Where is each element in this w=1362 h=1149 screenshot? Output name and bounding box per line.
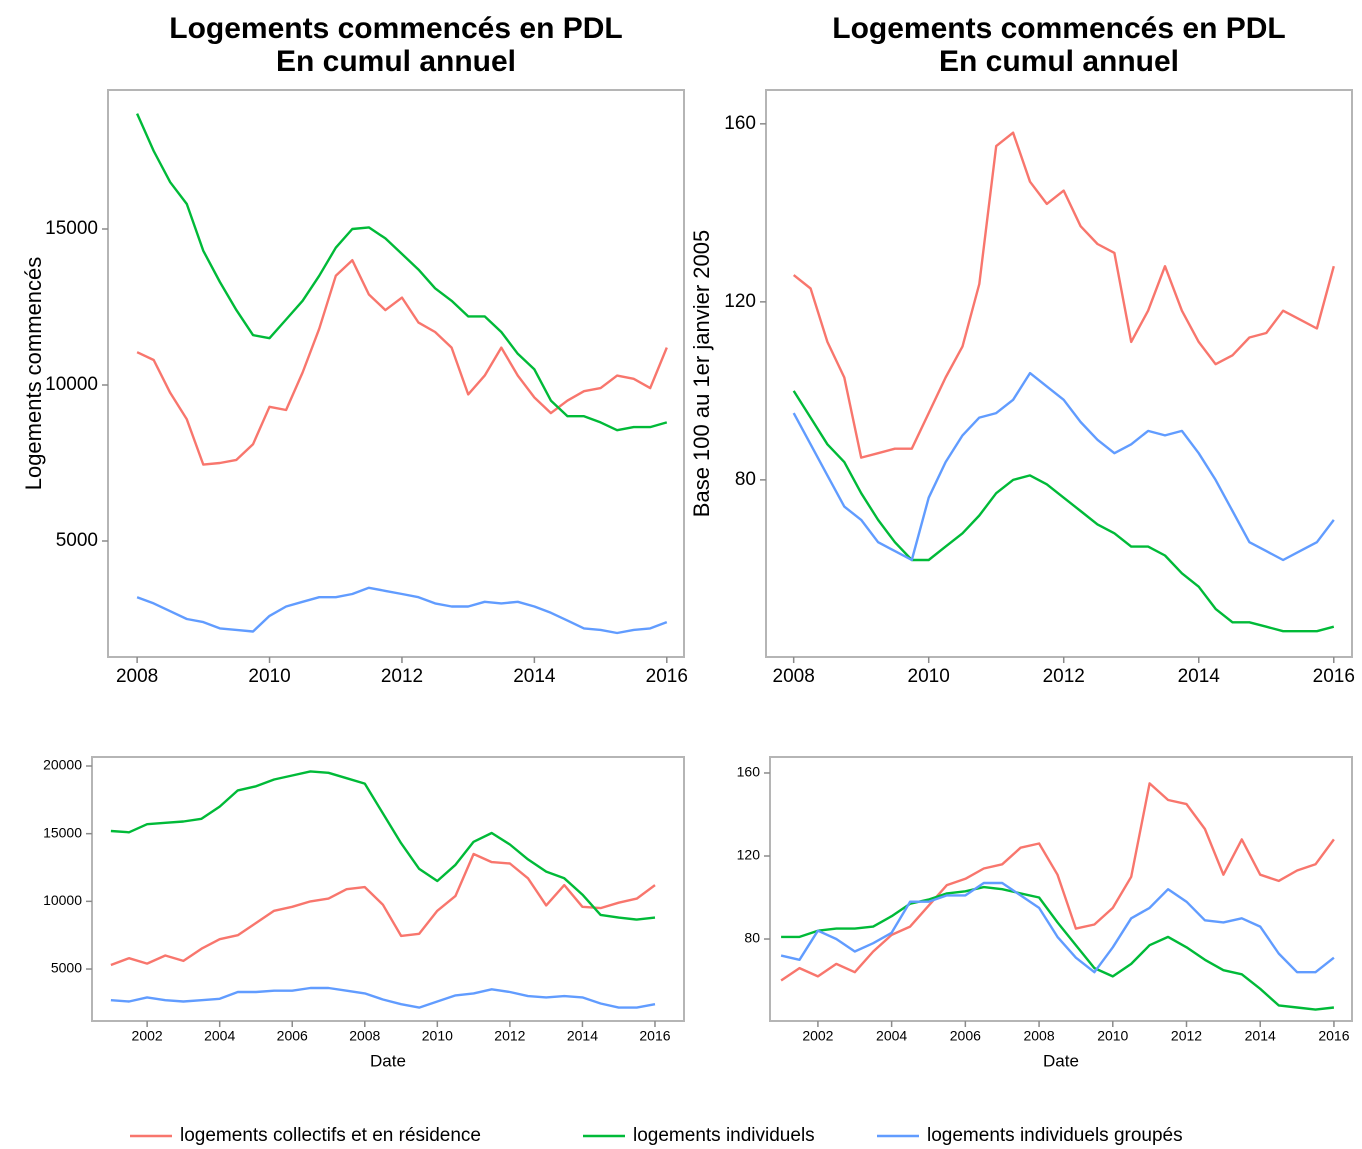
x-tick-label: 2006 [950, 1028, 981, 1044]
series-line [792, 371, 1335, 562]
x-tick-label: 2006 [277, 1028, 308, 1044]
panel-border [91, 756, 685, 1022]
series-line [792, 131, 1335, 459]
chart-title: En cumul annuel [939, 45, 1179, 78]
y-tick-label: 80 [735, 469, 756, 490]
legend-label: logements individuels groupés [927, 1125, 1183, 1146]
y-axis-label: Base 100 au 1er janvier 2005 [689, 230, 714, 517]
y-tick-label: 120 [724, 291, 756, 312]
y-tick-label: 5000 [56, 530, 98, 551]
y-tick-label: 20000 [43, 757, 82, 773]
series-line [110, 852, 656, 967]
x-tick-label: 2014 [567, 1028, 598, 1044]
x-tick-label: 2014 [1178, 666, 1221, 687]
panel-border [765, 89, 1353, 658]
series-line [136, 113, 668, 432]
x-tick-label: 2010 [248, 666, 290, 687]
series-line [136, 259, 668, 466]
x-tick-label: 2016 [1318, 1028, 1349, 1044]
x-tick-label: 2012 [494, 1028, 525, 1044]
y-axis-label: Logements commencés [21, 257, 46, 491]
y-tick-label: 160 [737, 764, 761, 780]
x-tick-label: 2014 [513, 666, 556, 687]
panel-border [107, 89, 685, 658]
x-tick-label: 2002 [802, 1028, 833, 1044]
x-tick-label: 2014 [1245, 1028, 1276, 1044]
series-line [136, 586, 668, 635]
x-tick-label: 2008 [349, 1028, 380, 1044]
chart-title: Logements commencés en PDL [832, 12, 1285, 45]
x-tick-label: 2008 [116, 666, 158, 687]
x-tick-label: 2008 [1023, 1028, 1054, 1044]
series-line [110, 770, 656, 921]
x-tick-label: 2004 [876, 1028, 907, 1044]
x-axis-label: Date [1043, 1051, 1079, 1070]
series-line [110, 986, 656, 1009]
chart-title: Logements commencés en PDL [169, 12, 622, 45]
x-tick-label: 2010 [422, 1028, 453, 1044]
x-tick-label: 2010 [908, 666, 950, 687]
x-tick-label: 2002 [132, 1028, 163, 1044]
series-line [780, 881, 1335, 974]
y-tick-label: 80 [744, 930, 760, 946]
legend-label: logements collectifs et en résidence [180, 1125, 481, 1146]
x-tick-label: 2012 [1171, 1028, 1202, 1044]
y-tick-label: 5000 [51, 960, 82, 976]
legend-label: logements individuels [633, 1125, 815, 1146]
x-tick-label: 2004 [204, 1028, 235, 1044]
x-axis-label: Date [370, 1051, 406, 1070]
x-tick-label: 2012 [381, 666, 423, 687]
panel-border [769, 756, 1353, 1022]
y-tick-label: 15000 [43, 824, 82, 840]
x-tick-label: 2016 [1313, 666, 1355, 687]
x-tick-label: 2010 [1097, 1028, 1128, 1044]
y-tick-label: 160 [724, 113, 756, 134]
y-tick-label: 10000 [45, 374, 98, 395]
y-tick-label: 15000 [45, 218, 98, 239]
series-line [781, 885, 1335, 1011]
x-tick-label: 2016 [646, 666, 688, 687]
series-line [792, 390, 1335, 633]
x-tick-label: 2016 [639, 1028, 670, 1044]
chart-title: En cumul annuel [276, 45, 516, 78]
y-tick-label: 120 [737, 847, 761, 863]
series-line [780, 782, 1335, 982]
x-tick-label: 2012 [1043, 666, 1085, 687]
x-tick-label: 2008 [773, 666, 815, 687]
y-tick-label: 10000 [43, 892, 82, 908]
